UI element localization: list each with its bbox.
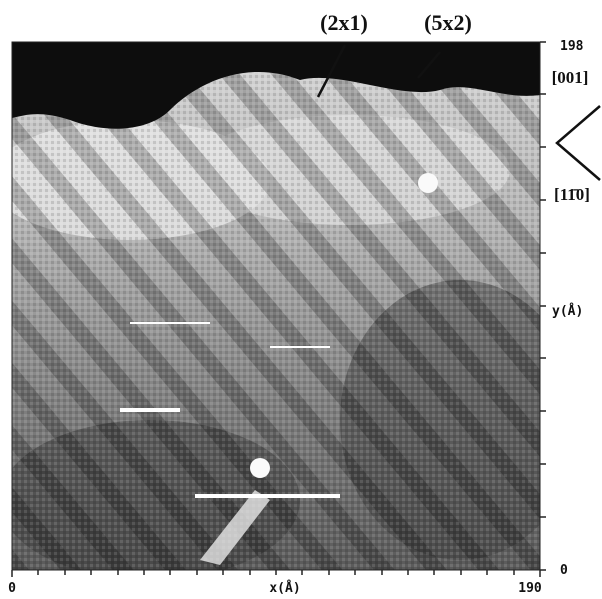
x-tick-label: 0 bbox=[8, 581, 16, 595]
domain-label: (5x2) bbox=[424, 10, 472, 35]
x-tick-label: 190 bbox=[518, 581, 542, 595]
direction-label: [11̄0] bbox=[554, 185, 590, 204]
y-axis-label: y(Å) bbox=[552, 303, 583, 319]
x-axis-label: x(Å) bbox=[269, 580, 300, 595]
y-tick-label: 0 bbox=[560, 563, 568, 578]
domain-label: (2x1) bbox=[320, 10, 368, 35]
figure: (2x1) (5x2) [001] [11̄0] 198 0 y(Å) 0 19… bbox=[0, 0, 602, 595]
stm-image bbox=[0, 42, 580, 580]
y-tick-label: 198 bbox=[560, 39, 584, 54]
direction-label: [001] bbox=[552, 68, 589, 87]
